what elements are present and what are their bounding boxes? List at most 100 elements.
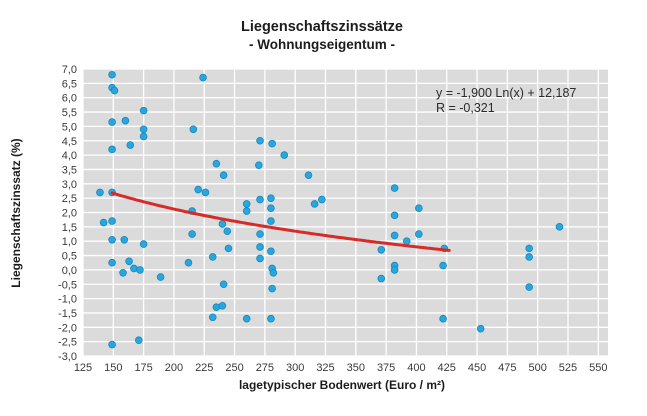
data-point — [377, 274, 386, 283]
data-point — [377, 246, 386, 254]
data-point — [390, 266, 399, 274]
y-tick-label: -2,0 — [58, 322, 77, 334]
data-point — [256, 136, 264, 145]
y-tick-label: 6,5 — [62, 78, 77, 90]
data-point — [268, 284, 276, 293]
data-point — [189, 125, 198, 134]
x-tick-label: 550 — [589, 362, 607, 374]
data-point — [119, 268, 127, 277]
data-point — [139, 106, 148, 115]
chart-subtitle: - Wohnungseigentum - — [249, 37, 395, 52]
data-point — [108, 340, 116, 349]
data-point — [242, 200, 251, 208]
y-tick-label: -3,0 — [58, 351, 77, 363]
data-point — [267, 217, 275, 225]
y-axis-title: Liegenschaftszinssatz (%) — [9, 138, 23, 287]
x-axis-title: lagetypischer Bodenwert (Euro / m²) — [239, 378, 445, 392]
data-point — [555, 223, 564, 231]
gridlines — [82, 68, 608, 357]
data-point — [108, 118, 116, 126]
data-point — [219, 171, 228, 179]
data-point — [199, 73, 207, 82]
data-point — [256, 195, 264, 204]
data-point — [108, 145, 116, 154]
data-point — [267, 204, 275, 212]
x-tick-label: 500 — [528, 362, 546, 374]
data-point — [108, 217, 116, 225]
data-point — [390, 211, 399, 220]
data-point — [267, 247, 275, 256]
axis-tick-labels: 125 150 175 200 225 250 275 300 325 350 375 400 425 4… — [58, 64, 607, 374]
data-point — [96, 188, 104, 197]
y-tick-label: -1,5 — [58, 308, 77, 320]
data-point — [108, 70, 116, 79]
data-point — [219, 280, 228, 289]
chart-title: Liegenschaftszinssätze — [241, 19, 403, 35]
y-tick-label: 2,0 — [62, 208, 77, 220]
y-tick-label: 1,0 — [62, 236, 77, 248]
data-point — [130, 264, 138, 273]
data-point — [218, 220, 227, 228]
x-tick-label: 225 — [195, 362, 213, 374]
data-point — [120, 235, 129, 244]
trend-r-value-label: R = -0,321 — [436, 101, 495, 115]
x-tick-label: 400 — [407, 362, 425, 374]
trend-line — [110, 191, 451, 252]
data-point — [108, 235, 116, 244]
x-tick-label: 350 — [347, 362, 365, 374]
data-point — [99, 218, 108, 227]
y-tick-label: -0,5 — [58, 279, 77, 291]
x-tick-label: 450 — [468, 362, 486, 374]
data-point — [525, 253, 533, 261]
data-point — [256, 254, 264, 263]
x-tick-label: 525 — [559, 362, 577, 374]
data-point — [390, 184, 399, 192]
data-point — [208, 313, 217, 322]
x-tick-label: 325 — [316, 362, 334, 374]
y-tick-label: 7,0 — [62, 64, 77, 76]
data-point — [201, 188, 210, 197]
x-tick-label: 175 — [134, 362, 152, 374]
data-point — [223, 227, 232, 235]
data-point — [439, 261, 447, 270]
data-point — [212, 159, 221, 168]
x-tick-label: 425 — [438, 362, 456, 374]
data-point — [242, 207, 251, 215]
data-point — [267, 314, 275, 323]
data-point — [208, 253, 217, 261]
y-tick-label: 5,0 — [62, 121, 77, 133]
y-tick-label: -1,0 — [58, 294, 77, 306]
data-point — [188, 230, 196, 238]
data-point — [110, 86, 119, 95]
data-point — [256, 230, 264, 238]
y-tick-label: 6,0 — [62, 93, 77, 105]
x-tick-label: 150 — [104, 362, 122, 374]
data-point — [121, 116, 130, 125]
y-tick-label: 4,0 — [62, 150, 77, 162]
data-point — [139, 240, 148, 248]
data-point — [218, 301, 227, 310]
x-tick-label: 275 — [256, 362, 274, 374]
data-point — [194, 185, 202, 194]
y-tick-label: 4,5 — [62, 136, 77, 148]
data-point — [476, 324, 485, 333]
plot-area — [82, 68, 608, 357]
data-point — [415, 204, 423, 212]
data-point — [280, 151, 289, 159]
data-point — [139, 125, 148, 134]
y-tick-label: 5,5 — [62, 107, 77, 119]
data-point — [402, 237, 411, 246]
y-tick-label: 3,5 — [62, 164, 77, 176]
data-point — [525, 283, 533, 291]
data-point — [255, 161, 263, 169]
data-point — [525, 244, 533, 253]
data-point — [318, 195, 326, 204]
data-point — [310, 200, 319, 208]
data-point — [439, 314, 447, 323]
y-tick-label: 2,5 — [62, 193, 77, 205]
data-point — [268, 139, 276, 148]
data-point — [134, 336, 143, 345]
y-tick-label: 3,0 — [62, 179, 77, 191]
x-tick-label: 200 — [165, 362, 183, 374]
